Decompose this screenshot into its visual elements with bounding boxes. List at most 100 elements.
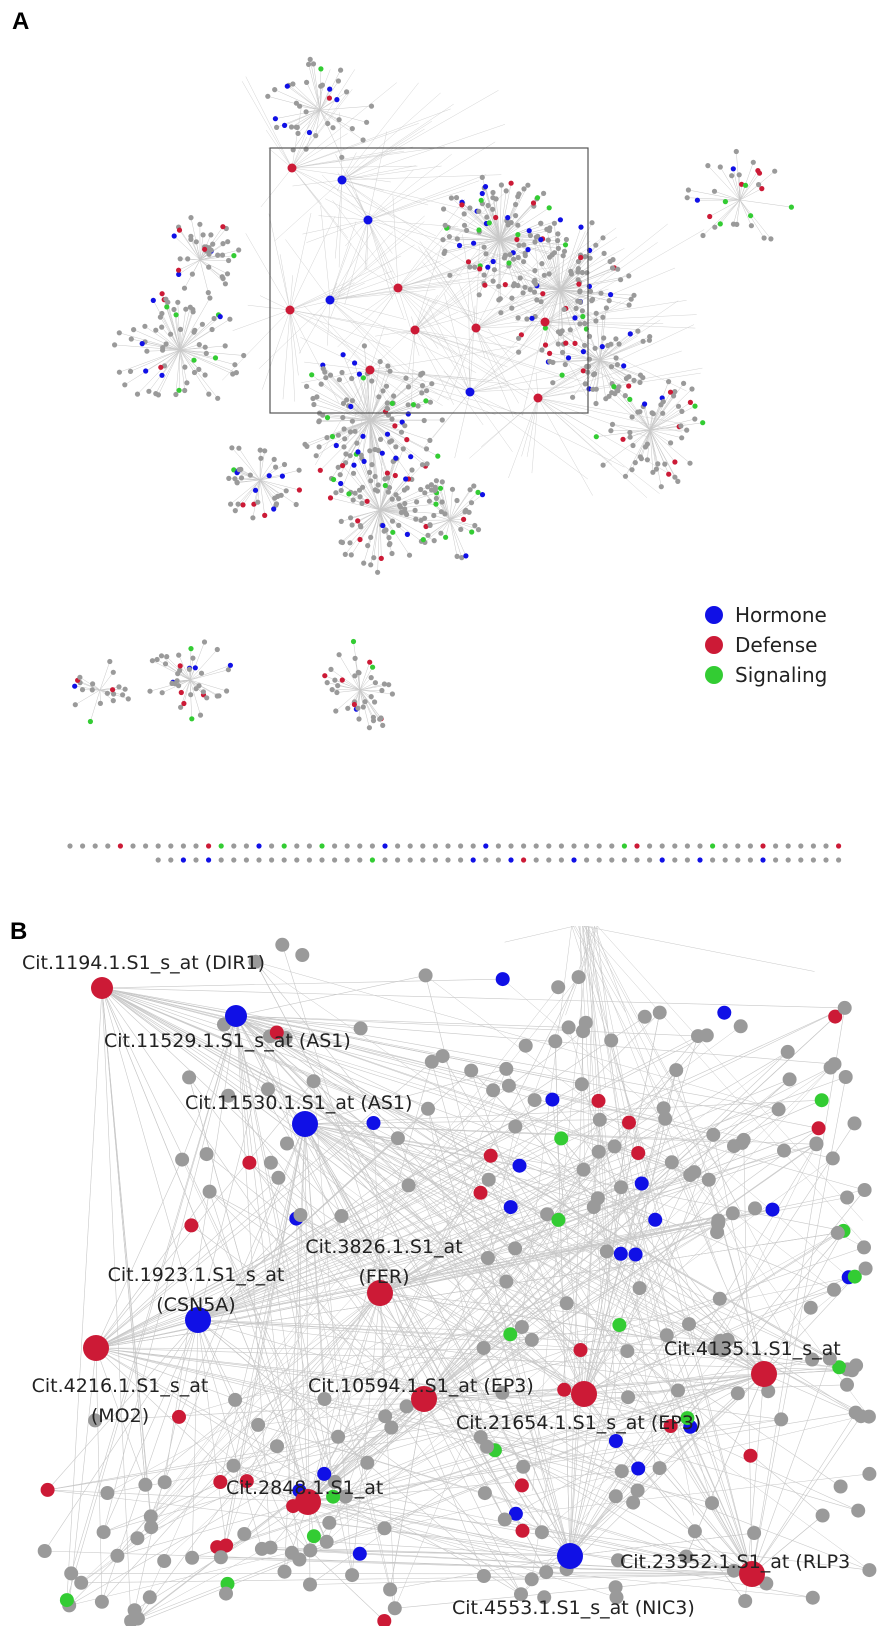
network-node — [531, 289, 538, 295]
network-edge — [235, 1015, 250, 1163]
network-edge — [367, 154, 452, 221]
network-edge — [379, 503, 437, 511]
network-edge — [458, 282, 477, 329]
network-node — [516, 1459, 531, 1474]
network-edge — [303, 305, 371, 371]
network-node — [475, 489, 481, 495]
network-node — [215, 395, 221, 401]
network-edge — [245, 233, 291, 311]
network-node — [143, 1509, 158, 1524]
network-node — [273, 502, 279, 508]
network-edge — [226, 1373, 765, 1546]
network-edge — [423, 1384, 848, 1400]
node-label-csn5a-line1: Cit.1923.1.S1_s_at — [107, 1264, 285, 1286]
network-edge — [313, 1081, 571, 1557]
network-edge — [47, 1489, 753, 1575]
network-edge — [179, 349, 237, 373]
network-edge — [101, 1292, 381, 1603]
network-node — [384, 431, 391, 437]
network-edge — [197, 1016, 645, 1321]
network-node — [515, 315, 521, 321]
network-node — [459, 202, 465, 208]
network-node — [710, 843, 716, 849]
network-node — [539, 347, 545, 353]
network-edge — [289, 215, 336, 311]
network-node — [830, 1225, 845, 1240]
network-edge — [179, 297, 211, 351]
network-node — [378, 555, 384, 562]
network-node — [550, 380, 556, 386]
network-node — [349, 418, 355, 424]
network-node — [675, 478, 681, 484]
network-node — [225, 667, 231, 673]
network-node — [304, 79, 310, 85]
network-node — [622, 1115, 636, 1130]
network-node — [319, 82, 325, 88]
network-node — [447, 272, 453, 278]
network-edge — [449, 519, 475, 526]
network-edge — [599, 357, 617, 361]
network-edge — [470, 1070, 765, 1375]
network-node — [361, 458, 367, 464]
network-edge — [544, 231, 586, 323]
network-node — [188, 646, 194, 652]
network-node — [258, 455, 264, 461]
network-edge — [713, 1134, 765, 1375]
network-node — [562, 361, 568, 368]
network-node — [631, 1461, 646, 1476]
network-edge — [307, 1339, 532, 1503]
network-node — [144, 348, 150, 354]
network-edge — [329, 299, 477, 373]
network-edge — [304, 419, 371, 445]
network-node — [330, 125, 336, 131]
network-node — [295, 948, 310, 962]
network-edge — [293, 1505, 567, 1570]
network-node — [514, 1587, 528, 1602]
network-edge — [559, 289, 576, 344]
network-node — [77, 674, 83, 680]
network-node — [607, 1139, 622, 1154]
network-node — [364, 119, 370, 125]
node-label-2848: Cit.2848.1.S1_at — [226, 1477, 384, 1499]
network-edge — [644, 403, 651, 431]
network-node — [339, 677, 345, 683]
network-node — [605, 342, 611, 349]
network-node — [389, 416, 395, 422]
network-node — [508, 857, 514, 863]
node-label-dir1: Cit.1194.1.S1_s_at (DIR1) — [22, 952, 266, 974]
network-node — [225, 239, 231, 245]
network-node — [418, 517, 424, 523]
network-node — [375, 447, 381, 454]
network-node — [349, 375, 355, 382]
network-edge — [518, 289, 561, 353]
network-edge — [739, 170, 759, 201]
network-node — [615, 266, 621, 272]
network-node — [231, 253, 237, 259]
network-edge — [359, 689, 364, 708]
network-node — [540, 1207, 555, 1222]
network-edge — [582, 926, 713, 1255]
network-edge — [306, 82, 321, 111]
network-node — [369, 843, 375, 849]
network-edge — [341, 165, 442, 181]
network-edge — [119, 349, 181, 373]
network-edge — [739, 188, 762, 201]
network-edge — [649, 405, 696, 431]
network-node — [561, 306, 567, 312]
network-node — [176, 267, 182, 273]
network-edge — [359, 667, 373, 691]
network-node — [350, 638, 357, 645]
network-node — [700, 420, 706, 426]
network-node — [498, 182, 504, 188]
network-node — [202, 344, 208, 350]
network-node — [780, 1044, 795, 1059]
network-edge — [369, 325, 385, 371]
network-edge — [475, 327, 486, 359]
network-node — [355, 669, 361, 675]
network-node — [269, 1025, 284, 1040]
network-node — [810, 843, 817, 849]
network-edge — [304, 361, 371, 371]
network-node — [419, 390, 425, 396]
defense-swatch — [705, 636, 723, 654]
network-node — [218, 857, 224, 863]
